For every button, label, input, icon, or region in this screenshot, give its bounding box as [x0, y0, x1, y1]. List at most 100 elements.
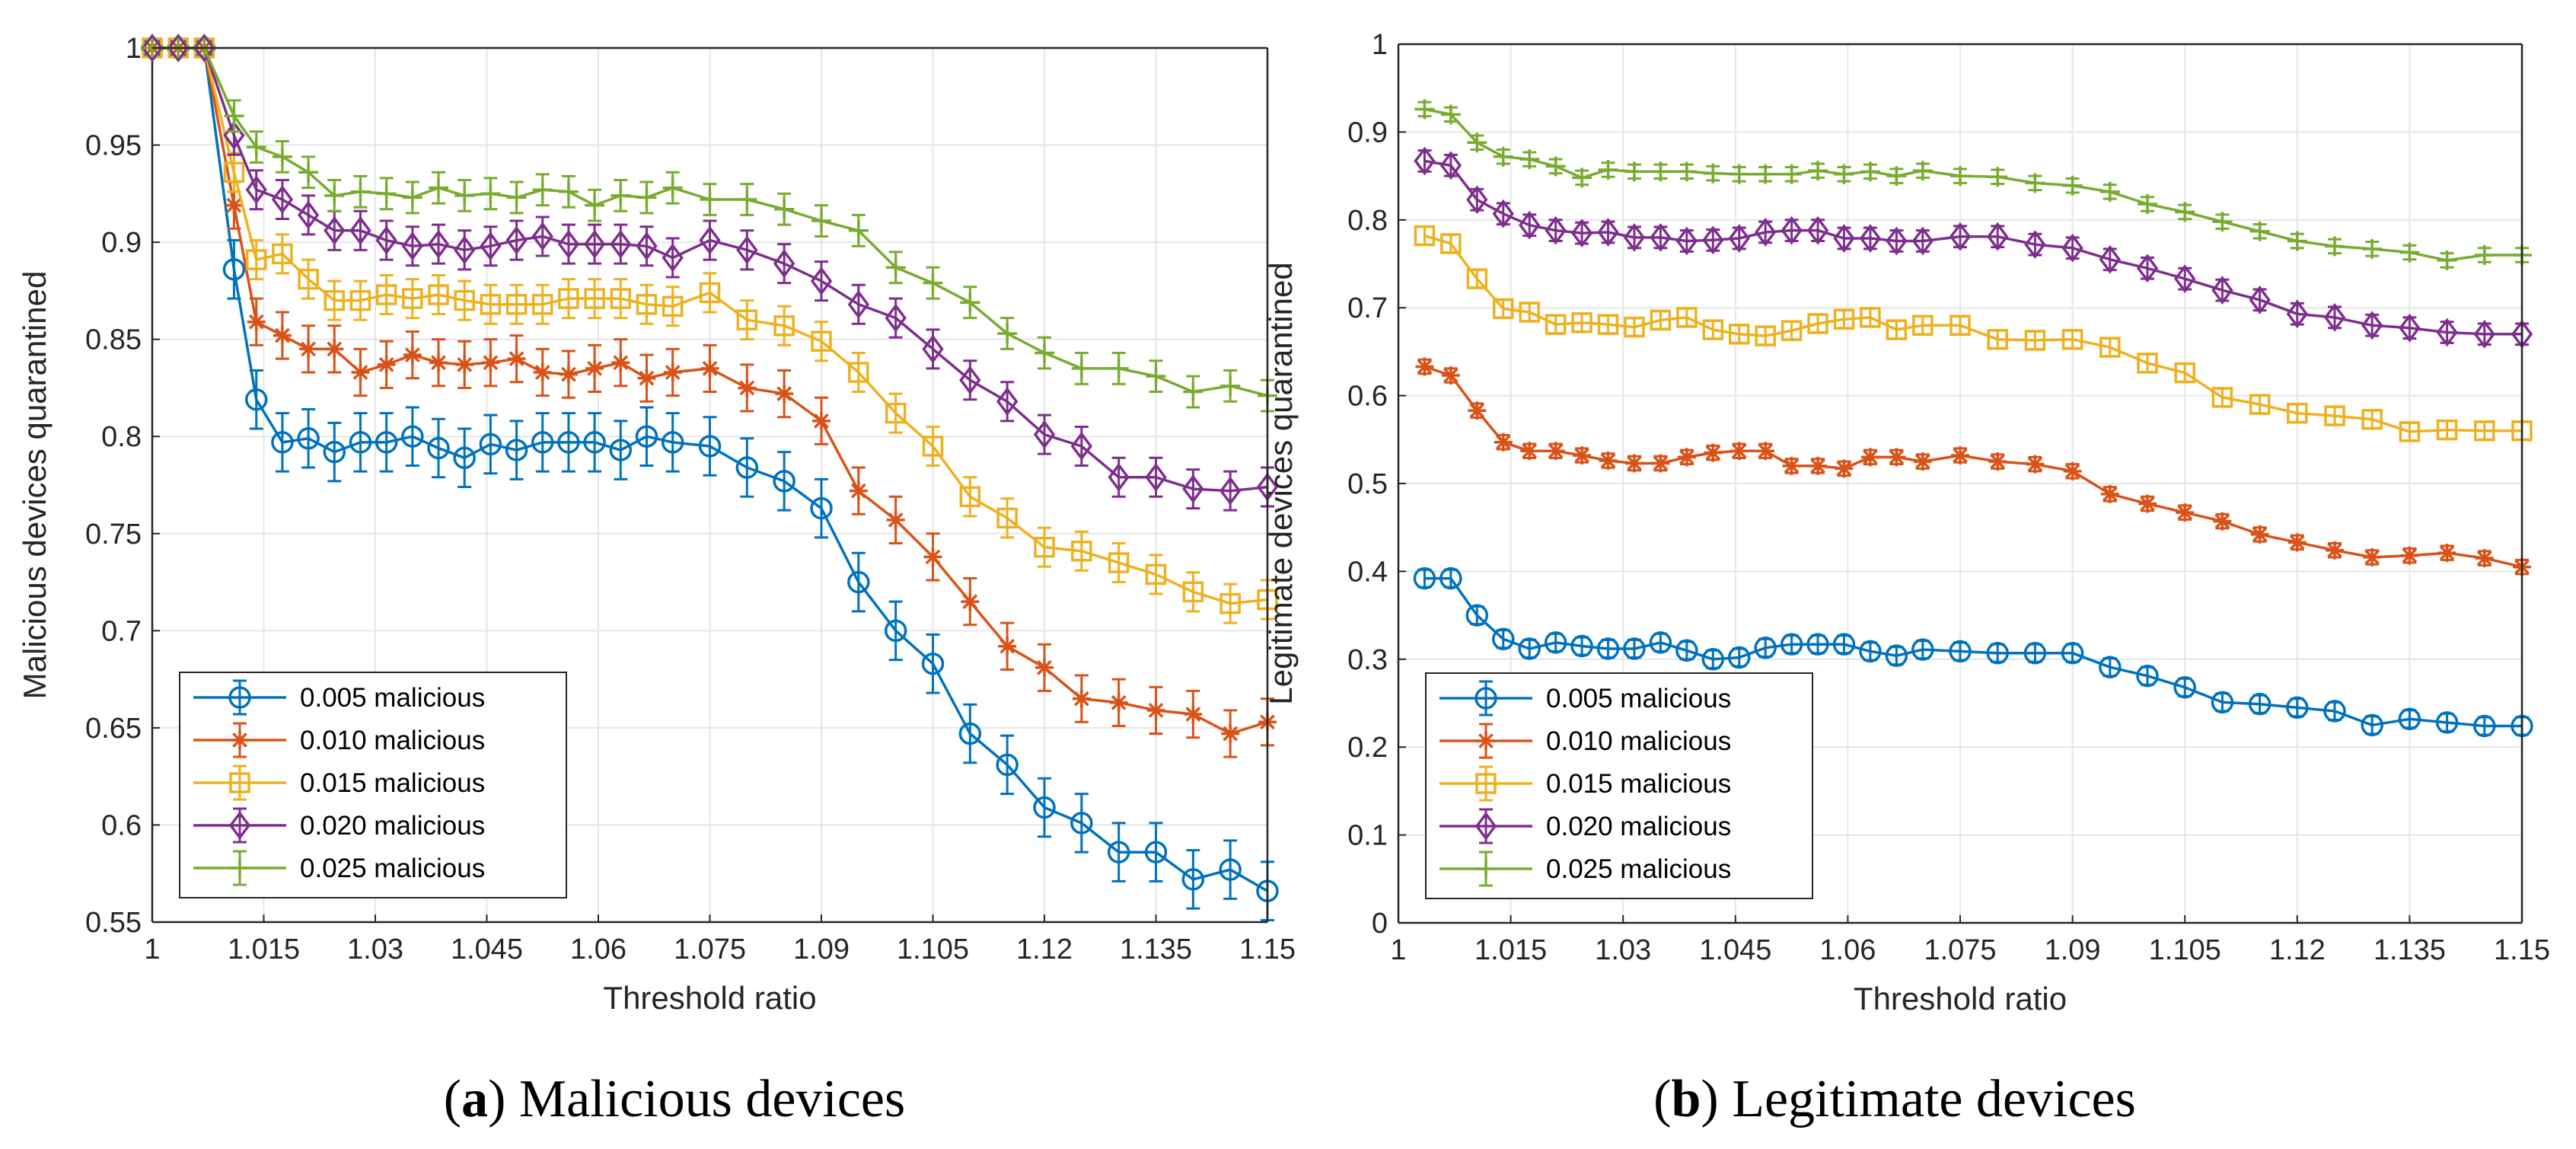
chart-a-data-point — [958, 722, 982, 745]
chart-b-data-point — [1781, 215, 1803, 245]
chart-a-error-bar — [888, 600, 903, 662]
chart-b-data-point — [2249, 221, 2270, 241]
caption-a-close: ) — [488, 1070, 505, 1128]
chart-b-data-point — [1859, 224, 1882, 253]
chart-a-data-point — [479, 432, 502, 456]
chart-b-data-point — [1545, 156, 1566, 177]
chart-a-legend: 0.005 malicious 0.010 malicious 0.015 mali… — [179, 672, 567, 898]
chart-b-x-tick-label: 1.135 — [2374, 934, 2446, 966]
chart-b-data-point — [1911, 226, 1934, 256]
caption-a-open: ( — [444, 1070, 461, 1128]
chart-a-data-point — [773, 470, 795, 493]
chart-a-data-point — [559, 365, 578, 384]
chart-b-data-point — [2176, 503, 2195, 522]
chart-b-series-line — [1424, 159, 2522, 336]
chart-b-data-point — [2400, 546, 2419, 565]
chart-a-data-point — [1146, 366, 1166, 387]
chart-a-x-tick-label: 1.15 — [1239, 934, 1296, 965]
chart-b-data-point — [2099, 244, 2121, 274]
chart-b-data-point — [1624, 161, 1644, 182]
chart-b-y-tick-label: 0.1 — [1347, 820, 1388, 852]
chart-a-error-bar — [963, 703, 977, 764]
chart-b-data-point — [1599, 451, 1618, 470]
chart-a-data-point — [1182, 581, 1204, 603]
chart-a-data-point — [637, 369, 656, 388]
chart-a-data-point — [584, 288, 605, 309]
chart-a-error-bar — [639, 406, 654, 467]
chart-b-data-point — [1809, 456, 1828, 475]
chart-b-data-point — [1806, 633, 1829, 656]
chart-a-data-point — [996, 507, 1018, 529]
chart-b-data-point — [1597, 314, 1619, 335]
chart-a-error-bar — [457, 427, 472, 489]
caption-a: (a) Malicious devices — [444, 1070, 906, 1128]
chart-b-data-point — [1520, 442, 1539, 461]
chart-b-data-point — [1439, 567, 1462, 590]
chart-b-data-point — [2435, 711, 2459, 734]
chart-a-data-point — [349, 289, 371, 311]
chart-a-error-bar — [483, 283, 498, 325]
chart-a-error-bar — [777, 305, 792, 346]
chart-a-error-bar — [301, 258, 316, 300]
chart-a-y-tick-label: 0.75 — [85, 519, 142, 551]
chart-a-error-bar — [483, 413, 498, 475]
chart-a-data-point — [454, 289, 475, 311]
chart-b-data-point — [2286, 299, 2308, 329]
chart-b-data-point — [2061, 233, 2083, 263]
chart-a-legend-marker — [230, 858, 250, 878]
chart-b-data-point — [1835, 459, 1854, 478]
chart-a-data-point — [454, 235, 476, 265]
chart-a-legend-label: 0.005 malicious — [300, 683, 485, 713]
chart-a-error-bar — [379, 273, 394, 316]
chart-b-data-point — [1833, 308, 1855, 330]
chart-a-data-point — [1107, 841, 1130, 863]
chart-a-data-point — [558, 181, 579, 202]
chart-b-data-point — [1570, 634, 1593, 658]
chart-b-data-point — [1414, 99, 1435, 120]
chart-a-data-point — [401, 425, 424, 448]
chart-b-series-4 — [1414, 99, 2532, 270]
chart-a-error-bar — [740, 299, 754, 341]
chart-b-legend-marker — [1476, 859, 1496, 879]
chart-b-data-point — [2249, 394, 2271, 415]
chart-b-data-point — [2061, 641, 2084, 665]
chart-a-data-point — [1035, 658, 1054, 677]
chart-a-data-point — [377, 355, 396, 374]
chart-a-data-point — [1070, 432, 1093, 461]
chart-a-data-point — [609, 439, 633, 461]
chart-b-data-point — [2026, 455, 2045, 474]
chart-a-data-point — [611, 353, 630, 372]
chart-a-error-bar — [815, 321, 828, 362]
chart-b-data-point — [1440, 233, 1462, 254]
chart-b-data-point — [1949, 222, 1972, 251]
chart-b-y-axis-label: Legitimate devices quarantined — [1263, 262, 1299, 704]
chart-b-data-point — [1675, 639, 1698, 662]
chart-b-legend-label: 0.005 malicious — [1546, 684, 1731, 713]
chart-a-data-point — [847, 289, 870, 319]
chart-b-data-point — [1546, 442, 1565, 461]
chart-a-data-point — [636, 187, 657, 208]
chart-b-data-point — [2436, 318, 2458, 347]
chart-a-data-point — [481, 353, 500, 372]
chart-a-data-point — [246, 137, 266, 158]
chart-a-data-point — [454, 185, 475, 206]
chart-a-data-point — [610, 229, 632, 259]
chart-a-data-point — [299, 340, 318, 359]
chart-b-data-point — [2174, 264, 2196, 294]
chart-a-data-point — [1182, 474, 1204, 504]
chart-b-data-point — [1623, 637, 1646, 660]
chart-a-data-point — [1183, 381, 1204, 402]
chart-b-data-point — [1676, 161, 1697, 182]
chart-a-data-point — [585, 195, 605, 215]
chart-b-data-point — [1466, 185, 1488, 215]
chart-b-data-point — [1886, 166, 1907, 187]
chart-a-data-point — [885, 303, 907, 333]
chart-b-legend-marker — [1475, 812, 1497, 841]
chart-a-legend-marker — [231, 731, 249, 749]
chart-a-data-point — [636, 231, 658, 261]
chart-b-data-point — [2437, 250, 2457, 270]
chart-a-data-point — [557, 431, 580, 454]
chart-a-data-point — [557, 229, 580, 259]
chart-a-error-bar — [457, 279, 472, 321]
chart-b-legend-marker — [1477, 732, 1495, 750]
